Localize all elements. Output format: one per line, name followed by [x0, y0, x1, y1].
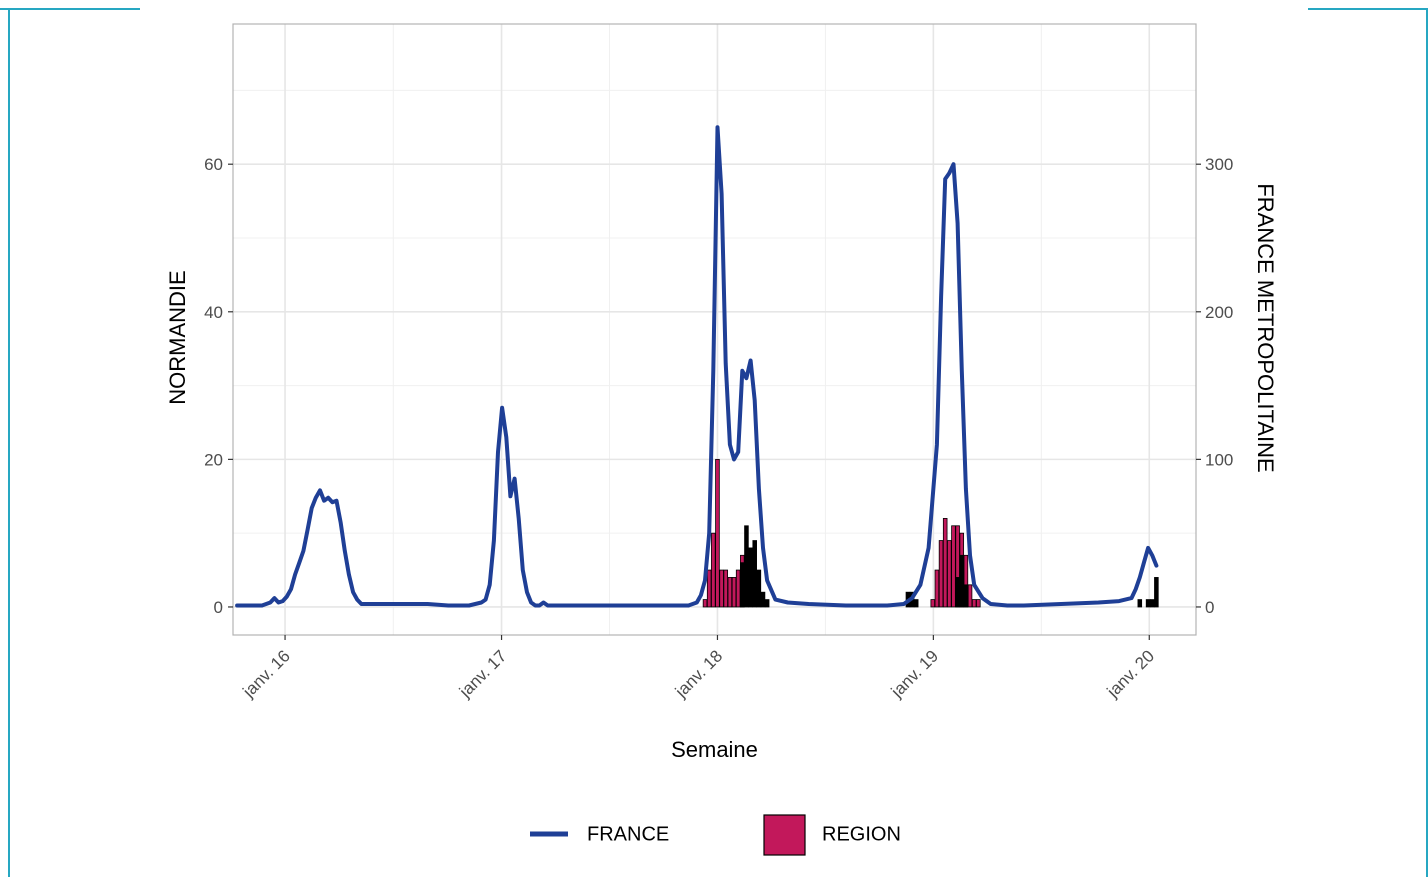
region-bar — [702, 599, 708, 608]
legend: FRANCE REGION — [530, 814, 901, 856]
other-bar — [748, 547, 753, 608]
other-bar — [756, 569, 762, 608]
y-left-tick-label: 60 — [204, 155, 223, 174]
other-bar — [752, 540, 757, 608]
region-bar — [951, 525, 956, 608]
region-bar — [735, 569, 741, 608]
y-left-tick-label: 0 — [214, 598, 223, 617]
y-right-tick-label: 200 — [1205, 303, 1233, 322]
y-axis-left-title: NORMANDIE — [165, 270, 190, 404]
region-bar — [930, 599, 936, 608]
other-bar — [740, 562, 745, 608]
other-bar — [1145, 599, 1151, 608]
region-bar — [731, 577, 737, 608]
y-right-tick-label: 300 — [1205, 155, 1233, 174]
y-axis-right-title: FRANCE METROPOLITAINE — [1253, 183, 1278, 472]
region-bar — [967, 584, 973, 608]
other-bar — [764, 599, 770, 608]
region-bar — [711, 532, 716, 608]
region-bar — [723, 569, 729, 608]
region-bar — [706, 569, 712, 608]
other-bar — [913, 599, 919, 608]
panel-border — [232, 23, 1197, 636]
region-bar — [727, 577, 733, 608]
region-bar — [947, 540, 952, 608]
other-bar — [1149, 599, 1155, 608]
x-tick-label: janv. 17 — [455, 646, 510, 701]
x-tick-label: janv. 19 — [887, 646, 942, 701]
region-bar — [938, 540, 944, 608]
other-bar — [959, 554, 965, 608]
region-bar — [976, 599, 981, 608]
y-left-tick-label: 40 — [204, 303, 223, 322]
france-line-group — [235, 125, 1159, 608]
region-bar — [719, 569, 724, 608]
other-bar — [1137, 599, 1143, 608]
france-line — [235, 125, 1159, 608]
legend-france-label: FRANCE — [587, 823, 669, 845]
x-axis-title: Semaine — [671, 737, 758, 762]
x-tick-label: janv. 18 — [671, 646, 726, 701]
region-bar — [942, 518, 948, 608]
legend-region-key — [763, 814, 806, 856]
x-axis-ticks: janv. 16 janv. 17 janv. 18 janv. 19 janv. 20 — [239, 635, 1158, 702]
other-bar — [955, 577, 960, 608]
other-bar — [1154, 577, 1159, 608]
x-tick-label: janv. 20 — [1103, 646, 1158, 701]
left-axis-ticks: 0 20 40 60 — [204, 155, 233, 617]
y-right-tick-label: 100 — [1205, 450, 1233, 469]
other-bar — [744, 525, 749, 608]
region-bar — [934, 569, 940, 608]
other-bar — [760, 591, 766, 608]
legend-region-label: REGION — [822, 823, 901, 845]
right-axis-ticks: 0 100 200 300 — [1196, 155, 1233, 617]
y-right-tick-label: 0 — [1205, 598, 1214, 617]
y-left-tick-label: 20 — [204, 450, 223, 469]
region-bar — [971, 599, 977, 608]
x-tick-label: janv. 16 — [239, 646, 294, 701]
region-bar — [715, 458, 720, 608]
other-bar — [963, 584, 969, 608]
